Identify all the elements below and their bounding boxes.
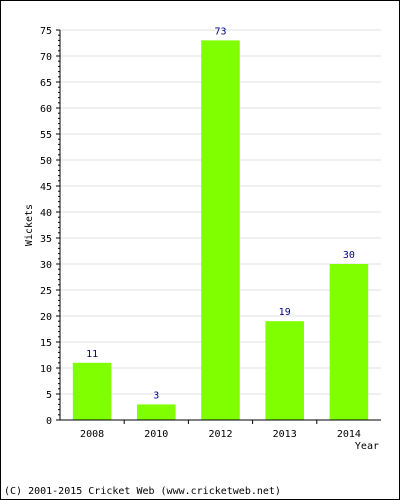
y-tick-label: 0	[46, 416, 52, 427]
data-label-2013: 19	[279, 307, 291, 318]
y-tick-label: 15	[40, 338, 52, 349]
y-axis-title: Wickets	[24, 204, 35, 246]
y-tick-label: 60	[40, 104, 52, 115]
y-tick-label: 65	[40, 78, 52, 89]
bar-2013	[265, 321, 304, 420]
y-tick-label: 45	[40, 182, 52, 193]
data-label-2008: 11	[86, 349, 98, 360]
y-tick-label: 50	[40, 156, 52, 167]
bar-2010	[137, 404, 176, 420]
y-tick-label: 25	[40, 286, 52, 297]
y-tick-label: 75	[40, 26, 52, 37]
x-tick-label: 2013	[273, 429, 297, 440]
y-tick-labels: 0 5 10 15 20 25 30 35 40 45 50 55 60 65 70 75	[40, 26, 52, 427]
y-tick-label: 35	[40, 234, 52, 245]
y-tick-label: 20	[40, 312, 52, 323]
x-tick-label: 2014	[337, 429, 361, 440]
y-tick-label: 55	[40, 130, 52, 141]
y-tick-label: 30	[40, 260, 52, 271]
bar-2008	[72, 362, 112, 420]
data-label-2012: 73	[214, 26, 226, 37]
bar-2012	[201, 40, 240, 421]
bars	[72, 40, 369, 421]
x-tick-labels: 2008 2010 2012 2013 2014	[80, 429, 361, 440]
x-tick-label: 2012	[208, 429, 232, 440]
copyright-text: (C) 2001-2015 Cricket Web (www.cricketwe…	[4, 486, 281, 497]
x-tick-label: 2008	[80, 429, 104, 440]
y-tick-label: 5	[46, 390, 52, 401]
data-labels: 11 3 73 19 30	[86, 26, 355, 401]
y-tick-label: 70	[40, 52, 52, 63]
axes	[56, 29, 381, 424]
x-tick-label: 2010	[144, 429, 168, 440]
bar-2014	[329, 264, 369, 420]
y-tick-label: 10	[40, 364, 52, 375]
data-label-2014: 30	[343, 250, 355, 261]
x-axis-title: Year	[355, 441, 379, 452]
data-label-2010: 3	[153, 390, 159, 401]
y-tick-label: 40	[40, 208, 52, 219]
